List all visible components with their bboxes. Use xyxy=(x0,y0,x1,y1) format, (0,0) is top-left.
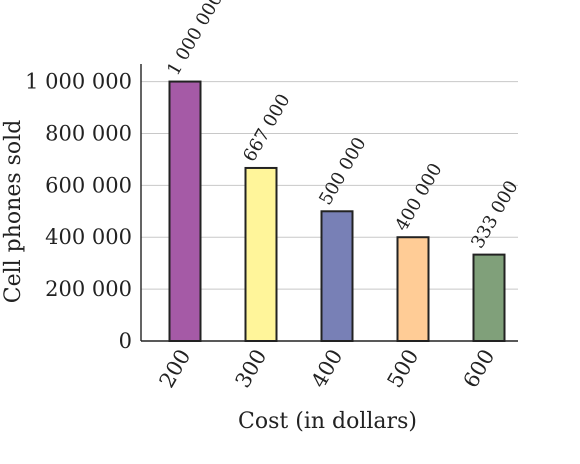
bar-300 xyxy=(244,166,278,342)
data-label: 1 000 000 xyxy=(163,0,227,79)
x-tick-label: 400 xyxy=(307,345,348,392)
y-axis-title: Cell phones sold xyxy=(1,120,26,304)
x-tick-label: 500 xyxy=(383,345,424,392)
bars xyxy=(168,80,506,342)
gridlines xyxy=(141,81,518,290)
x-tick-label: 200 xyxy=(155,345,196,392)
data-label: 400 000 xyxy=(391,160,446,235)
data-label: 500 000 xyxy=(315,134,370,209)
x-tick-label: 300 xyxy=(231,345,272,392)
data-label: 667 000 xyxy=(239,90,294,165)
axes xyxy=(140,64,518,342)
y-tick-label: 1 000 000 xyxy=(25,70,132,94)
bar-600 xyxy=(472,253,506,342)
bar-500 xyxy=(396,236,430,342)
y-tick-label: 800 000 xyxy=(45,121,132,145)
x-tick-labels: 200 300 400 500 600 xyxy=(155,345,500,392)
x-tick-label: 600 xyxy=(459,345,500,392)
y-tick-label: 0 xyxy=(119,329,132,353)
y-tick-label: 400 000 xyxy=(45,225,132,249)
data-label: 333 000 xyxy=(467,177,522,252)
y-tick-label: 600 000 xyxy=(45,173,132,197)
x-axis-title: Cost (in dollars) xyxy=(238,409,417,434)
bar-400 xyxy=(320,210,354,342)
y-tick-labels: 0 200 000 400 000 600 000 800 000 1 000 000 xyxy=(25,70,132,353)
bar-200 xyxy=(168,80,202,342)
y-tick-label: 200 000 xyxy=(45,277,132,301)
